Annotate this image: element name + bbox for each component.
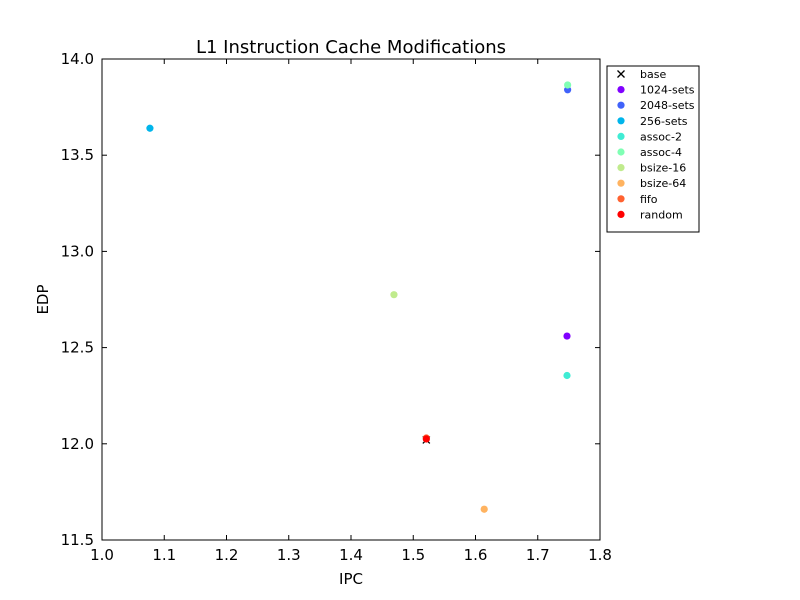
data-point-256-sets xyxy=(146,124,154,132)
legend-marker-random xyxy=(617,210,625,218)
x-tick-label: 1.2 xyxy=(215,546,239,564)
chart-title: L1 Instruction Cache Modifications xyxy=(196,37,506,58)
x-tick-label: 1.6 xyxy=(464,546,488,564)
y-tick-label: 13.0 xyxy=(61,242,94,260)
y-tick-label: 11.5 xyxy=(61,531,94,549)
y-tick-label: 14.0 xyxy=(61,50,94,68)
legend-marker-256-sets xyxy=(617,117,625,125)
x-tick-label: 1.7 xyxy=(526,546,550,564)
x-axis-label: IPC xyxy=(339,570,363,588)
x-tick-label: 1.3 xyxy=(277,546,301,564)
legend-label: fifo xyxy=(640,193,658,206)
y-axis-label: EDP xyxy=(34,284,52,314)
y-tick-label: 12.0 xyxy=(61,435,94,453)
x-tick-label: 1.0 xyxy=(90,546,114,564)
legend-marker-bsize-16 xyxy=(617,164,625,172)
data-point-assoc-4 xyxy=(564,81,572,89)
data-point-1024-sets xyxy=(563,332,571,340)
data-point-bsize-64 xyxy=(480,505,488,513)
x-tick-label: 1.1 xyxy=(152,546,176,564)
y-tick-label: 13.5 xyxy=(61,146,94,164)
legend-marker-base xyxy=(617,70,625,78)
legend-label: 2048-sets xyxy=(640,99,695,112)
legend-label: bsize-16 xyxy=(640,162,686,175)
data-point-bsize-16 xyxy=(390,291,398,299)
legend-marker-1024-sets xyxy=(617,86,625,94)
legend-label: bsize-64 xyxy=(640,177,686,190)
plot-frame xyxy=(101,58,601,541)
legend-label: 1024-sets xyxy=(640,84,695,97)
legend-label: 256-sets xyxy=(640,115,688,128)
data-point-random xyxy=(422,435,430,443)
legend-label: assoc-2 xyxy=(640,130,682,143)
legend-label: random xyxy=(640,208,683,221)
legend-label: assoc-4 xyxy=(640,146,682,159)
x-tick-label: 1.5 xyxy=(401,546,425,564)
legend-marker-assoc-2 xyxy=(617,132,625,140)
legend-marker-bsize-64 xyxy=(617,179,625,187)
x-tick-label: 1.8 xyxy=(588,546,612,564)
legend-label: base xyxy=(640,68,666,81)
legend-marker-2048-sets xyxy=(617,101,625,109)
data-point-assoc-2 xyxy=(563,371,571,380)
legend-marker-fifo xyxy=(617,195,625,203)
legend-marker-assoc-4 xyxy=(617,148,625,156)
y-tick-label: 12.5 xyxy=(61,339,94,357)
x-tick-label: 1.4 xyxy=(339,546,363,564)
